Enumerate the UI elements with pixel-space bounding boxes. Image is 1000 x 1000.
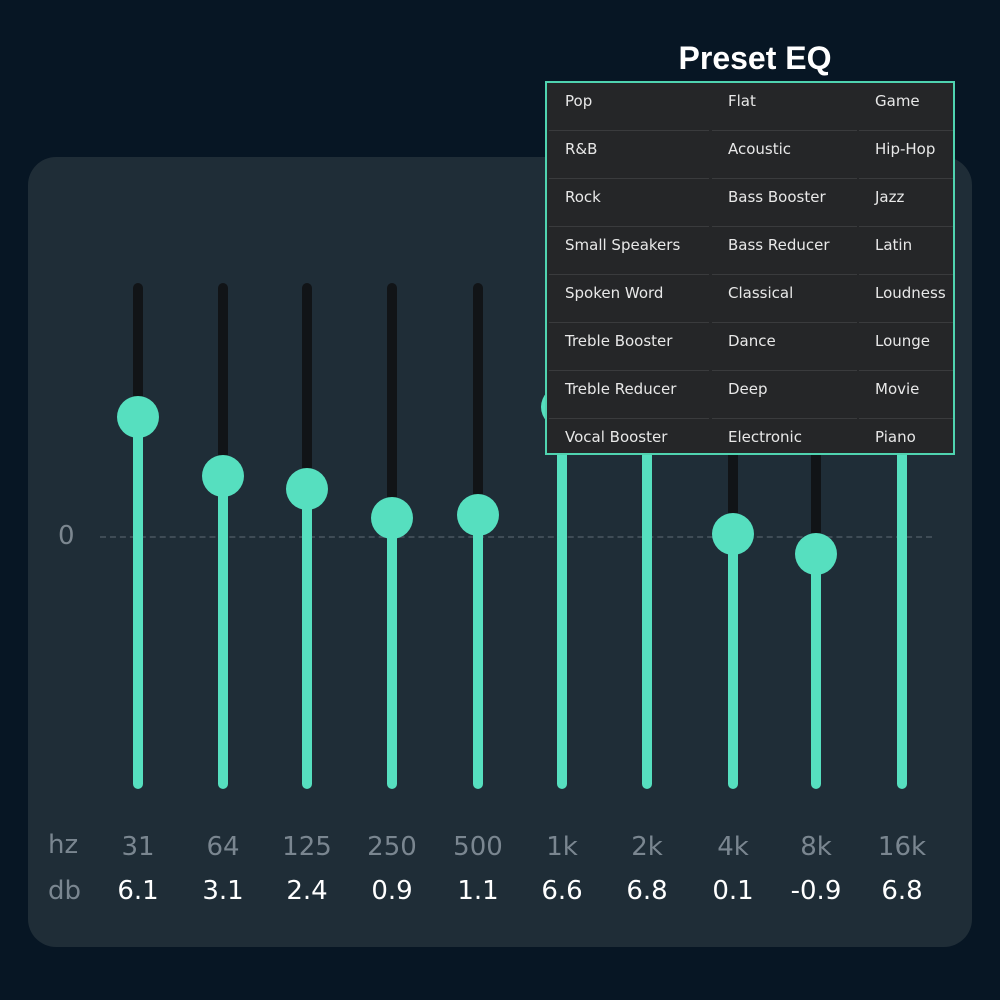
slider-knob[interactable]	[712, 513, 754, 556]
slider-fill	[557, 407, 567, 789]
slider-fill	[897, 403, 907, 789]
band-frequency-label: 31	[121, 832, 155, 862]
band-frequency-label: 500	[453, 832, 503, 862]
hz-row-label: hz	[48, 830, 79, 860]
preset-item[interactable]: Treble Booster	[549, 323, 709, 371]
slider-fill	[642, 403, 652, 789]
band-gain-value: 6.8	[626, 876, 668, 906]
slider-fill	[133, 417, 143, 789]
slider-fill	[218, 475, 228, 789]
band-frequency-label: 1k	[546, 832, 578, 862]
preset-item[interactable]: Flat	[712, 83, 857, 131]
band-gain-value: 2.4	[286, 876, 328, 906]
band-frequency-label: 2k	[631, 832, 663, 862]
band-gain-value: 6.8	[881, 876, 923, 906]
preset-item[interactable]: Lounge	[859, 323, 953, 371]
band-frequency-label: 250	[367, 832, 417, 862]
preset-item[interactable]: Vocal Booster	[565, 428, 668, 446]
preset-item[interactable]: Pop	[549, 83, 709, 131]
preset-eq-menu: Pop R&B Rock Small Speakers Spoken Word Trebl…	[545, 81, 955, 455]
slider-fill	[387, 518, 397, 789]
preset-item[interactable]: Deep	[712, 371, 857, 419]
preset-item[interactable]: R&B	[549, 131, 709, 179]
preset-item[interactable]: Hip-Hop	[859, 131, 953, 179]
band-frequency-label: 8k	[800, 832, 832, 862]
preset-item[interactable]: Jazz	[859, 179, 953, 227]
slider-knob[interactable]	[795, 532, 837, 575]
preset-item[interactable]: Loudness	[859, 275, 953, 323]
slider-knob[interactable]	[286, 468, 328, 511]
preset-item[interactable]: Spoken Word	[549, 275, 709, 323]
band-gain-value: 6.1	[117, 876, 159, 906]
preset-item[interactable]: Latin	[859, 227, 953, 275]
zero-db-label: 0	[58, 521, 75, 551]
preset-item[interactable]: Dance	[712, 323, 857, 371]
preset-eq-title: Preset EQ	[678, 40, 832, 76]
preset-item[interactable]: Piano	[875, 428, 916, 446]
slider-fill	[811, 553, 821, 789]
slider-knob[interactable]	[371, 497, 413, 540]
preset-item[interactable]: Movie	[859, 371, 953, 419]
band-gain-value: -0.9	[790, 876, 842, 906]
band-frequency-label: 16k	[877, 832, 927, 862]
slider-fill	[302, 489, 312, 789]
preset-item[interactable]: Acoustic	[712, 131, 857, 179]
band-gain-value: 0.1	[712, 876, 754, 906]
preset-item[interactable]: Bass Reducer	[712, 227, 857, 275]
preset-item[interactable]: Classical	[712, 275, 857, 323]
band-gain-value: 3.1	[202, 876, 244, 906]
slider-fill	[473, 514, 483, 789]
band-frequency-label: 125	[282, 832, 332, 862]
band-frequency-label: 4k	[717, 832, 749, 862]
slider-knob[interactable]	[117, 396, 159, 439]
slider-fill	[728, 534, 738, 789]
band-frequency-label: 64	[206, 832, 240, 862]
band-gain-value: 6.6	[541, 876, 583, 906]
band-gain-value: 1.1	[457, 876, 499, 906]
band-gain-value: 0.9	[371, 876, 413, 906]
preset-item[interactable]: Rock	[549, 179, 709, 227]
preset-item[interactable]: Small Speakers	[549, 227, 709, 275]
preset-item[interactable]: Treble Reducer	[549, 371, 709, 419]
slider-knob[interactable]	[202, 454, 244, 497]
db-row-label: db	[48, 876, 82, 906]
preset-item[interactable]: Bass Booster	[712, 179, 857, 227]
zero-db-line	[100, 536, 932, 538]
preset-item[interactable]: Electronic	[728, 428, 802, 446]
slider-knob[interactable]	[457, 493, 499, 536]
preset-item[interactable]: Game	[859, 83, 953, 131]
